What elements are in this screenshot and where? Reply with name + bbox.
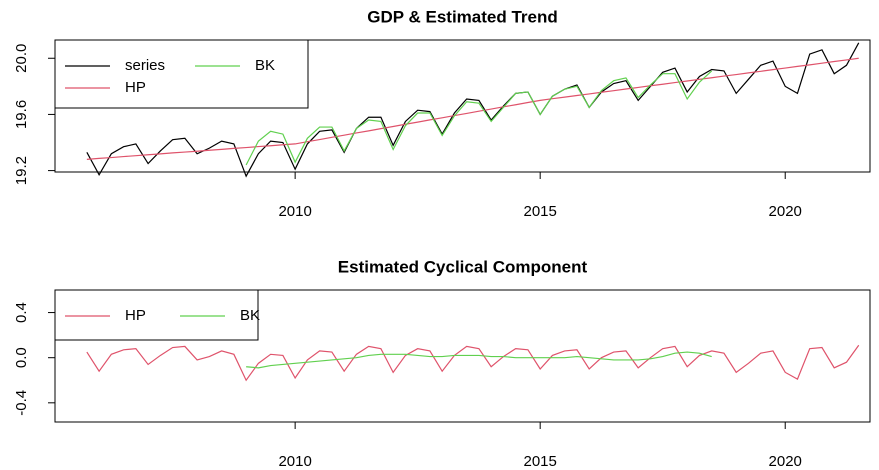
legend-box xyxy=(54,39,309,109)
legend-label: HP xyxy=(125,79,146,96)
legend-label: BK xyxy=(255,57,275,74)
y-tick-label: 0.0 xyxy=(13,347,30,368)
plot-frame xyxy=(54,289,871,423)
y-tick-label: 0.4 xyxy=(13,302,30,323)
series-line xyxy=(246,351,712,369)
x-tick-label: 2020 xyxy=(769,203,802,220)
legend-label: BK xyxy=(240,307,260,324)
y-tick-label: -0.4 xyxy=(13,390,30,416)
x-tick-label: 2015 xyxy=(523,203,556,220)
chart-title: GDP & Estimated Trend xyxy=(367,7,558,26)
x-tick-label: 2010 xyxy=(278,453,311,470)
chart-title: Estimated Cyclical Component xyxy=(338,257,588,276)
x-tick-label: 2020 xyxy=(769,453,802,470)
series-line xyxy=(245,70,713,166)
legend-label: HP xyxy=(125,307,146,324)
legend-label: series xyxy=(125,57,165,74)
y-tick-label: 19.6 xyxy=(13,100,30,129)
y-tick-label: 20.0 xyxy=(13,44,30,73)
series-line xyxy=(86,344,860,382)
x-tick-label: 2015 xyxy=(523,453,556,470)
series-line xyxy=(86,42,860,178)
y-tick-label: 19.2 xyxy=(13,156,30,185)
legend-box xyxy=(54,289,259,341)
x-tick-label: 2010 xyxy=(278,203,311,220)
series-line xyxy=(86,57,859,160)
